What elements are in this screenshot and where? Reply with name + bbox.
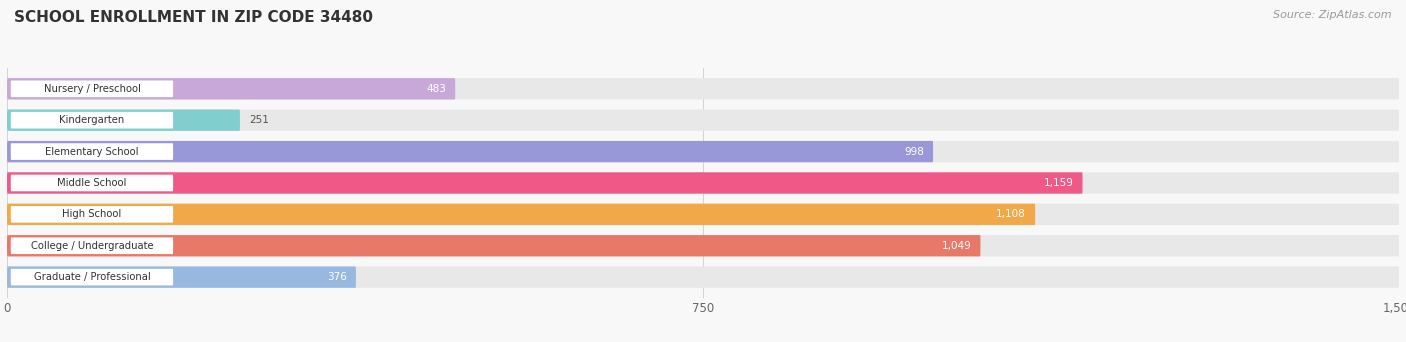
FancyBboxPatch shape <box>7 172 1083 194</box>
Text: Kindergarten: Kindergarten <box>59 115 125 125</box>
Text: 376: 376 <box>326 272 347 282</box>
Text: Source: ZipAtlas.com: Source: ZipAtlas.com <box>1274 10 1392 20</box>
FancyBboxPatch shape <box>7 109 240 131</box>
FancyBboxPatch shape <box>7 204 1399 225</box>
Text: Graduate / Professional: Graduate / Professional <box>34 272 150 282</box>
Text: Middle School: Middle School <box>58 178 127 188</box>
FancyBboxPatch shape <box>7 109 1399 131</box>
Text: 1,159: 1,159 <box>1043 178 1073 188</box>
FancyBboxPatch shape <box>11 112 173 129</box>
FancyBboxPatch shape <box>7 78 1399 100</box>
Text: Elementary School: Elementary School <box>45 147 139 157</box>
FancyBboxPatch shape <box>11 206 173 223</box>
FancyBboxPatch shape <box>7 204 1035 225</box>
FancyBboxPatch shape <box>7 235 980 256</box>
FancyBboxPatch shape <box>7 172 1399 194</box>
FancyBboxPatch shape <box>7 266 1399 288</box>
Text: College / Undergraduate: College / Undergraduate <box>31 241 153 251</box>
Text: Nursery / Preschool: Nursery / Preschool <box>44 84 141 94</box>
Text: High School: High School <box>62 209 121 219</box>
FancyBboxPatch shape <box>11 80 173 97</box>
Text: 1,108: 1,108 <box>997 209 1026 219</box>
FancyBboxPatch shape <box>7 141 1399 162</box>
FancyBboxPatch shape <box>7 235 1399 256</box>
Text: SCHOOL ENROLLMENT IN ZIP CODE 34480: SCHOOL ENROLLMENT IN ZIP CODE 34480 <box>14 10 373 25</box>
FancyBboxPatch shape <box>7 141 934 162</box>
Text: 1,049: 1,049 <box>942 241 972 251</box>
FancyBboxPatch shape <box>7 78 456 100</box>
FancyBboxPatch shape <box>11 175 173 191</box>
FancyBboxPatch shape <box>11 143 173 160</box>
FancyBboxPatch shape <box>11 269 173 286</box>
FancyBboxPatch shape <box>11 237 173 254</box>
FancyBboxPatch shape <box>7 266 356 288</box>
Text: 251: 251 <box>249 115 269 125</box>
Text: 483: 483 <box>426 84 446 94</box>
Text: 998: 998 <box>904 147 924 157</box>
